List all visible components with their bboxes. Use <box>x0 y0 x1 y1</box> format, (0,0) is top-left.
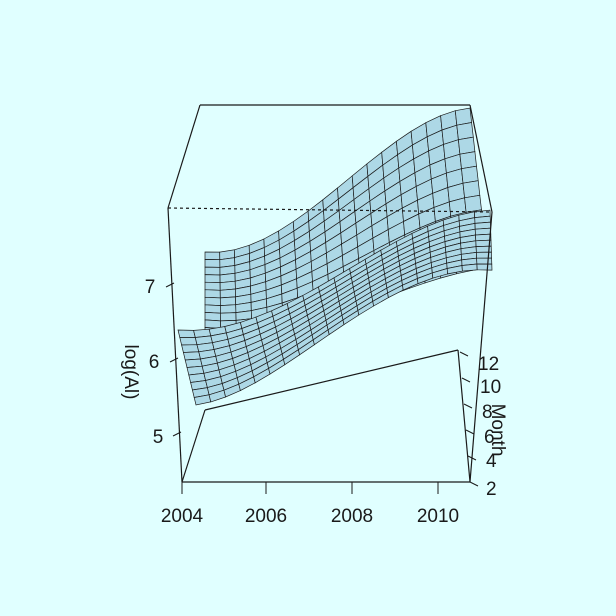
x-axis: 2004 2006 2008 2010 <box>161 482 459 527</box>
z-tick <box>172 431 182 437</box>
box-edge <box>457 349 471 483</box>
surface-cell <box>204 296 221 306</box>
surface-cell <box>204 304 221 314</box>
y-tick <box>461 377 471 383</box>
surface-cell <box>181 344 200 353</box>
surface-cell <box>182 351 201 361</box>
x-tick-label: 2008 <box>331 506 373 527</box>
y-tick <box>459 351 469 357</box>
surface-cell <box>475 233 492 242</box>
y-tick <box>467 455 477 461</box>
y-tick-label: 12 <box>478 354 499 375</box>
surface-cell <box>204 266 221 276</box>
surface-cell <box>461 165 479 184</box>
surface-cell <box>476 257 493 265</box>
y-tick-label: 8 <box>482 402 493 423</box>
y-tick <box>465 429 475 435</box>
box-edge <box>181 409 206 483</box>
surface-cell <box>204 281 221 291</box>
surface-cell <box>204 312 221 322</box>
x-tick-label: 2006 <box>245 506 287 527</box>
box-edge <box>167 207 493 213</box>
y-axis-label: Month <box>487 404 508 457</box>
surface-cell <box>179 337 198 346</box>
box-edge <box>204 349 459 411</box>
surface-cell <box>204 259 221 268</box>
box-edge <box>469 211 493 483</box>
y-tick-label: 10 <box>480 377 501 398</box>
surface-cell <box>204 251 221 261</box>
y-tick <box>469 481 479 487</box>
surface-cell <box>461 263 478 272</box>
surface-cell <box>219 288 236 299</box>
box-edge <box>469 104 493 213</box>
surface-cell <box>464 194 482 213</box>
y-tick-label: 4 <box>486 451 497 472</box>
surface-cell <box>458 136 476 155</box>
y-tick <box>463 403 473 409</box>
y-tick-label: 2 <box>486 479 497 500</box>
surface-cell <box>177 329 196 338</box>
surface-cell <box>456 122 474 141</box>
x-tick-label: 2010 <box>417 506 459 527</box>
z-tick <box>169 357 179 363</box>
y-tick-label: 6 <box>484 427 495 448</box>
z-tick-label: 5 <box>153 427 164 448</box>
surface-front <box>177 209 493 406</box>
z-tick-label: 6 <box>149 352 160 373</box>
surface-cell <box>476 263 493 271</box>
surface-cell <box>459 151 477 170</box>
z-axis: 7 6 5 log(Al) <box>120 277 182 448</box>
surface-cell <box>204 274 221 284</box>
box-edge <box>167 104 201 209</box>
surface-cell <box>204 319 221 329</box>
surface-cell <box>219 296 237 306</box>
y-axis: 12 10 8 6 4 2 Month <box>459 351 508 500</box>
z-axis-label: log(Al) <box>120 345 141 400</box>
z-tick <box>165 282 175 288</box>
surface-cell <box>476 251 492 259</box>
surface-cell <box>204 289 221 299</box>
x-tick-label: 2004 <box>161 506 204 527</box>
surface-cell <box>220 312 237 322</box>
z-tick-label: 7 <box>145 277 156 298</box>
bounding-box <box>167 104 493 483</box>
surface-cell <box>462 180 481 199</box>
box-edge <box>167 207 183 483</box>
surface-cell <box>220 304 237 314</box>
